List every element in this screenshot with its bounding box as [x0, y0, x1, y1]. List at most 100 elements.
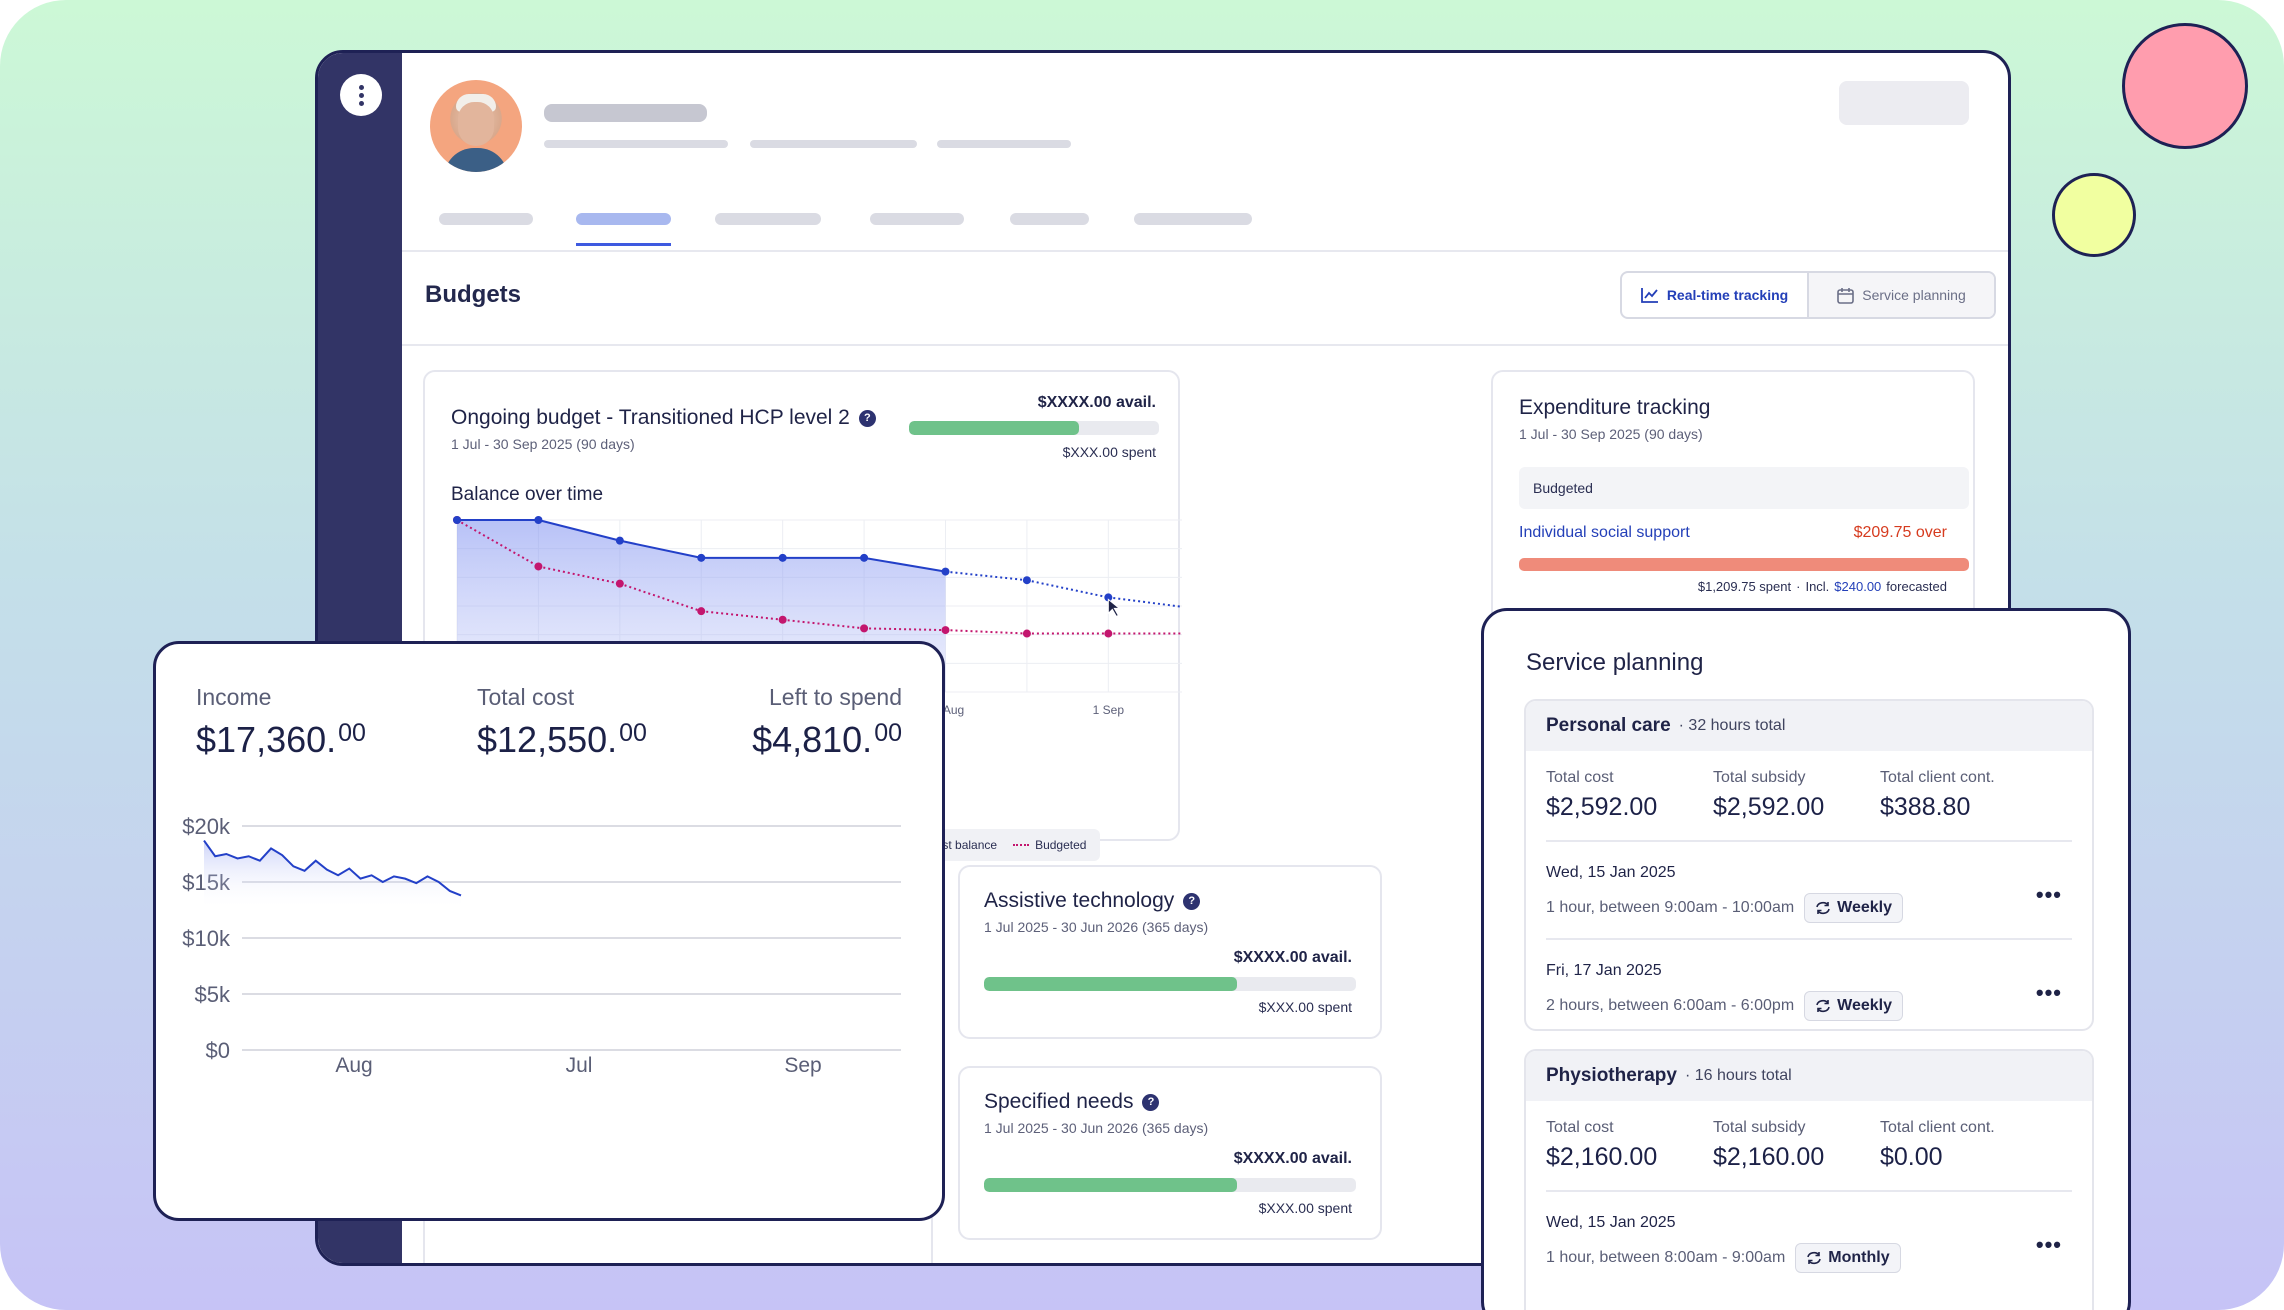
budgeted-point: [534, 562, 543, 571]
expenditure-row-detail: $1,209.75 spent · Incl. $240.00 forecast…: [1698, 579, 1947, 594]
budgeted-point: [860, 624, 869, 633]
income-value: $17,360.00: [196, 719, 366, 761]
decorative-yellow-circle: [2052, 173, 2136, 257]
forecast-line-segment: [538, 519, 621, 542]
tab-placeholder[interactable]: [1134, 213, 1252, 225]
decorative-pink-circle: [2122, 23, 2248, 149]
income-summary-card: Income $17,360.00 Total cost $12,550.00 …: [153, 641, 945, 1221]
balance-over-time-title: Balance over time: [451, 484, 604, 505]
client-cont-value: $388.80: [1880, 793, 1971, 821]
forecast-point: [1104, 593, 1113, 602]
budgeted-line-segment: [538, 565, 621, 585]
session-time-row: 2 hours, between 6:00am - 6:00pm Weekly: [1546, 991, 1904, 1021]
forecast-point: [534, 516, 543, 524]
header-action-placeholder[interactable]: [1839, 81, 1969, 125]
budgeted-line-segment: [945, 629, 1027, 635]
total-subsidy-value: $2,592.00: [1713, 793, 1825, 821]
service-summary: · 16 hours total: [1684, 1067, 1792, 1084]
service-planning-card: Service planning Personal care · 32 hour…: [1481, 608, 2131, 1310]
forecast-suffix: forecasted: [1886, 579, 1947, 594]
tab-placeholder[interactable]: [870, 213, 964, 225]
more-icon[interactable]: •••: [2035, 1232, 2062, 1257]
help-icon[interactable]: ?: [1183, 892, 1201, 910]
legend-budgeted: Budgeted: [1035, 838, 1087, 852]
budgeted-point: [615, 579, 624, 588]
frequency-chip[interactable]: Weekly: [1804, 893, 1904, 923]
divider: [402, 344, 2008, 346]
service-planning-button[interactable]: Service planning: [1809, 273, 1994, 317]
service-session[interactable]: Wed, 15 Jan 2025 1 hour, between 9:00am …: [1526, 842, 2092, 938]
budgeted-line-segment: [782, 618, 865, 630]
page-title: Budgets: [425, 281, 521, 308]
assistive-technology-card: Assistive technology ? 1 Jul 2025 - 30 J…: [958, 865, 1382, 1039]
app-logo-icon[interactable]: [340, 74, 382, 116]
forecast-point: [860, 553, 869, 562]
specified-title: Specified needs ?: [984, 1090, 1208, 1114]
forecast-point: [1022, 576, 1031, 585]
more-icon[interactable]: •••: [2035, 980, 2062, 1005]
service-summary: · 32 hours total: [1678, 717, 1786, 734]
total-cost-value: $2,160.00: [1546, 1143, 1658, 1171]
income-line: [203, 839, 462, 897]
total-cost-label: Total cost: [1546, 769, 1614, 786]
client-detail-placeholder: [937, 140, 1071, 148]
service-session[interactable]: Fri, 17 Jan 2025 2 hours, between 6:00am…: [1526, 940, 2092, 1029]
total-subsidy-label: Total subsidy: [1713, 1119, 1806, 1136]
ongoing-budget-title: Ongoing budget - Transitioned HCP level …: [451, 406, 876, 430]
total-subsidy-label: Total subsidy: [1713, 769, 1806, 786]
total-cost-main: $12,550.: [477, 719, 618, 760]
frequency-label: Weekly: [1837, 899, 1893, 916]
service-session[interactable]: Wed, 15 Jan 2025 1 hour, between 8:00am …: [1526, 1192, 2092, 1288]
assistive-avail: $XXXX.00 avail.: [1233, 949, 1352, 966]
x-tick-label: Jul: [566, 1054, 593, 1077]
income-main: $17,360.: [196, 719, 337, 760]
total-cost-value: $12,550.00: [477, 719, 647, 761]
service-name: Personal care: [1546, 715, 1671, 736]
ongoing-budget-progress-fill: [909, 421, 1079, 435]
total-cost-cents: 00: [619, 719, 647, 747]
session-date: Fri, 17 Jan 2025: [1546, 962, 1662, 979]
forecast-point: [941, 567, 950, 576]
service-group-physiotherapy: Physiotherapy · 16 hours total Total cos…: [1524, 1049, 2094, 1310]
real-time-tracking-button[interactable]: Real-time tracking: [1622, 273, 1809, 317]
y-tick-label: $0: [206, 1038, 230, 1063]
frequency-chip[interactable]: Weekly: [1804, 991, 1904, 1021]
budgeted-point: [1022, 629, 1031, 638]
left-to-spend-value: $4,810.00: [752, 719, 902, 761]
more-icon[interactable]: •••: [2035, 882, 2062, 907]
tab-placeholder[interactable]: [715, 213, 821, 225]
help-icon[interactable]: ?: [858, 409, 876, 427]
forecast-point: [697, 553, 706, 562]
legend-budgeted-swatch: [1013, 844, 1030, 846]
total-cost-label: Total cost: [477, 684, 575, 710]
individual-social-support-link[interactable]: Individual social support: [1519, 524, 1690, 541]
assistive-progress-fill: [984, 977, 1237, 991]
y-tick-label: $5k: [195, 982, 231, 1007]
service-planning-label: Service planning: [1862, 287, 1966, 303]
frequency-chip[interactable]: Monthly: [1795, 1243, 1901, 1273]
assistive-title: Assistive technology ?: [984, 889, 1208, 913]
budgeted-header-label: Budgeted: [1533, 480, 1593, 496]
service-group-personal-care: Personal care · 32 hours total Total cos…: [1524, 699, 2094, 1031]
line-chart-icon: [1640, 288, 1658, 303]
session-time-row: 1 hour, between 9:00am - 10:00am Weekly: [1546, 893, 1904, 923]
ongoing-budget-spent: $XXX.00 spent: [1062, 444, 1156, 460]
total-cost-label: Total cost: [1546, 1119, 1614, 1136]
forecast-line-segment: [619, 539, 702, 559]
tab-placeholder[interactable]: [1010, 213, 1089, 225]
budgeted-point: [697, 607, 706, 616]
specified-title-text: Specified needs: [984, 1090, 1134, 1113]
tab-budgets[interactable]: [576, 213, 671, 225]
tab-placeholder[interactable]: [439, 213, 533, 225]
service-planning-title: Service planning: [1526, 649, 1704, 676]
client-name-placeholder: [544, 104, 707, 122]
total-cost-value: $2,592.00: [1546, 793, 1658, 821]
specified-avail: $XXXX.00 avail.: [1233, 1150, 1352, 1167]
specified-spent: $XXX.00 spent: [1258, 1200, 1352, 1216]
budgeted-point: [1104, 629, 1113, 638]
income-area: [204, 840, 461, 910]
session-date: Wed, 15 Jan 2025: [1546, 864, 1676, 881]
help-icon[interactable]: ?: [1142, 1093, 1160, 1111]
forecast-line-segment: [863, 556, 946, 573]
